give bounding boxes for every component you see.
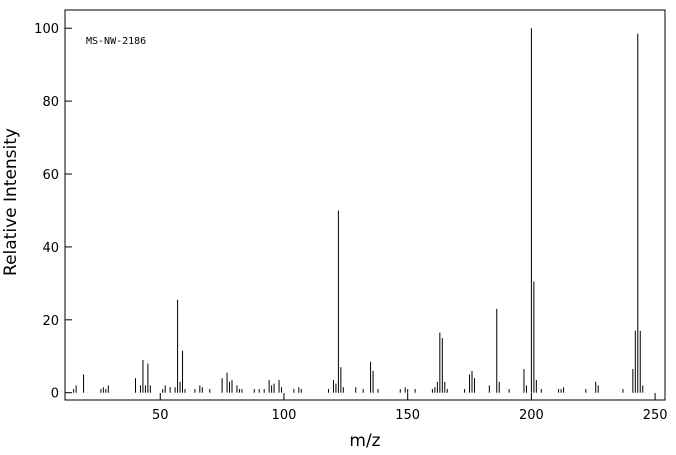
- x-tick-label: 50: [152, 408, 169, 423]
- annotation: MS-NW-2186: [86, 36, 146, 47]
- x-tick-label: 250: [643, 408, 668, 423]
- x-axis-label: m/z: [349, 431, 380, 451]
- y-tick-label: 20: [42, 314, 59, 329]
- y-axis-label: Relative Intensity: [1, 128, 21, 276]
- plot-frame: [64, 9, 666, 401]
- y-tick-label: 40: [42, 241, 59, 256]
- x-tick-label: 100: [272, 408, 297, 423]
- x-tick-label: 150: [395, 408, 420, 423]
- y-tick-label: 80: [42, 95, 59, 110]
- x-tick-label: 200: [519, 408, 544, 423]
- y-tick-label: 0: [51, 387, 59, 402]
- y-tick-label: 100: [34, 22, 59, 37]
- y-tick-label: 60: [42, 168, 59, 183]
